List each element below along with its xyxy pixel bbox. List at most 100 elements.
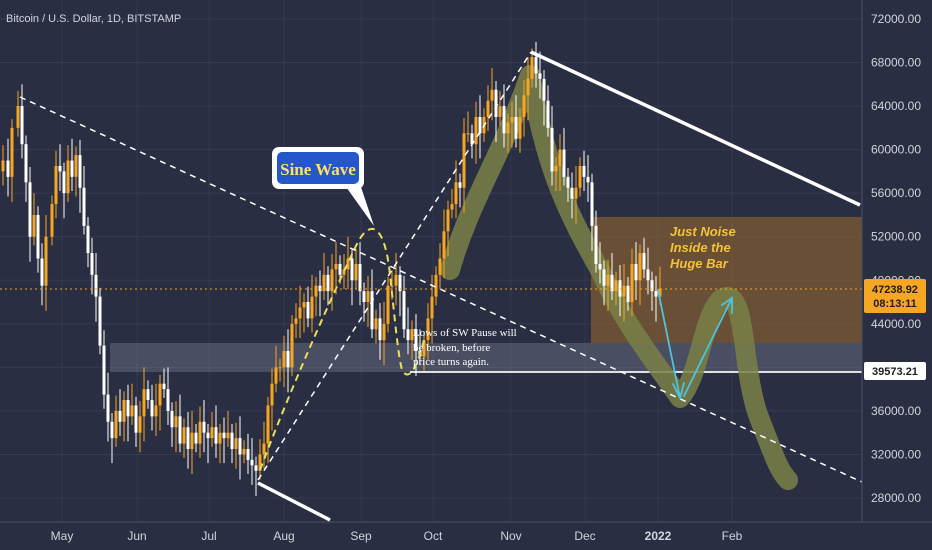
- candle-body: [338, 263, 342, 275]
- chart-title: Bitcoin / U.S. Dollar, 1D, BITSTAMP: [6, 13, 181, 25]
- candle-body: [606, 274, 610, 286]
- candle-body: [20, 106, 24, 145]
- candle-body: [414, 329, 418, 352]
- candle-body: [366, 291, 370, 303]
- candle-body: [32, 214, 36, 237]
- candle-body: [94, 274, 98, 297]
- candle-body: [642, 253, 646, 270]
- candle-body: [274, 367, 278, 384]
- badge-tail: [344, 184, 374, 226]
- candle-body: [214, 427, 218, 444]
- candle-body: [98, 296, 102, 346]
- candle-body: [1, 160, 5, 172]
- candle-body: [350, 258, 354, 281]
- price-tick-label: 52000.00: [871, 230, 921, 244]
- candle-body: [50, 204, 54, 237]
- uptrend-dashed: [257, 51, 532, 481]
- time-tick-label: Nov: [500, 529, 521, 543]
- candle-body: [294, 318, 298, 324]
- candle-body: [54, 165, 58, 205]
- badge-inner: [277, 152, 359, 184]
- time-ticks: May Jun Jul Aug Sep Oct Nov Dec 2022 Feb: [51, 529, 743, 543]
- price-tick-label: 32000.00: [871, 447, 921, 461]
- candle-body: [122, 400, 126, 422]
- candle-body: [194, 432, 198, 444]
- candle-body: [146, 389, 150, 401]
- pause-note-line3: price turns again.: [413, 356, 489, 368]
- candle-body: [558, 149, 562, 166]
- sine-wave-badge: Sine Wave: [272, 147, 364, 189]
- level-badge: 39573.21: [864, 362, 926, 380]
- candle-body: [162, 383, 166, 390]
- time-axis[interactable]: May Jun Jul Aug Sep Oct Nov Dec 2022 Feb: [0, 521, 932, 550]
- pause-note-line1: Lows of SW Pause will: [413, 327, 517, 339]
- candle-body: [234, 438, 238, 450]
- candle-body: [470, 133, 474, 145]
- candle-body: [614, 280, 618, 292]
- candle-body: [438, 258, 442, 275]
- candle-body: [70, 160, 74, 177]
- candle-body: [538, 73, 542, 79]
- candle-body: [238, 438, 242, 455]
- candle-body: [518, 116, 522, 139]
- candle-body: [510, 116, 514, 123]
- noise-note-line1: Just Noise: [670, 224, 736, 239]
- time-tick-label: Jul: [201, 529, 216, 543]
- candle-body: [66, 160, 70, 194]
- candle-body: [254, 465, 258, 471]
- candle-body: [130, 405, 134, 417]
- last-price-bg: [864, 279, 926, 313]
- candle-body: [526, 78, 530, 96]
- candle-body: [36, 214, 40, 259]
- price-tick-label: 68000.00: [871, 56, 921, 70]
- price-tick-label: 64000.00: [871, 99, 921, 113]
- candle-body: [270, 383, 274, 406]
- candle-body: [290, 323, 294, 368]
- candle-body: [230, 432, 234, 450]
- bottom-trend-line: [257, 481, 331, 522]
- candle-body: [462, 133, 466, 188]
- candle-body: [422, 340, 426, 357]
- candle-body: [90, 253, 94, 275]
- time-tick-label: Dec: [574, 529, 595, 543]
- candle-body: [494, 89, 498, 117]
- candle-body: [654, 291, 658, 297]
- candle-body: [486, 100, 490, 117]
- projection-arrows: [657, 289, 733, 401]
- candle-body: [198, 421, 202, 444]
- candle-body: [450, 204, 454, 210]
- candle-body: [602, 269, 606, 286]
- badge-pointer: [344, 184, 374, 226]
- candle-body: [126, 400, 130, 417]
- candle-body: [114, 410, 118, 439]
- candle-body: [250, 459, 254, 466]
- time-tick-label: Jun: [127, 529, 146, 543]
- candle-body: [222, 432, 226, 439]
- candle-body: [102, 345, 106, 395]
- candle-body: [6, 160, 10, 177]
- last-price-value: 47238.92: [872, 284, 918, 296]
- price-axis[interactable]: 72000.00 68000.00 64000.00 60000.00 56000.00…: [861, 0, 932, 522]
- candle-body: [138, 416, 142, 433]
- candle-body: [378, 318, 382, 341]
- candle-body: [534, 57, 538, 74]
- level-bg: [864, 362, 926, 380]
- candle-body: [638, 253, 642, 281]
- candle-body: [154, 405, 158, 417]
- countdown-value: 08:13:11: [873, 298, 916, 310]
- candle-body: [542, 78, 546, 101]
- price-axis-bg: [862, 0, 932, 522]
- candle-body: [650, 280, 654, 292]
- candle-body: [150, 400, 154, 417]
- candle-body: [110, 421, 114, 439]
- candle-body: [82, 187, 86, 226]
- candle-body: [478, 116, 482, 134]
- candle-body: [44, 236, 48, 286]
- down-arrow: [657, 289, 681, 399]
- price-tick-label: 44000.00: [871, 317, 921, 331]
- candle-body: [86, 225, 90, 254]
- candles: [1, 41, 662, 496]
- up-arrow-head: [721, 296, 733, 314]
- candle-body: [598, 263, 602, 270]
- time-tick-label: May: [51, 529, 74, 543]
